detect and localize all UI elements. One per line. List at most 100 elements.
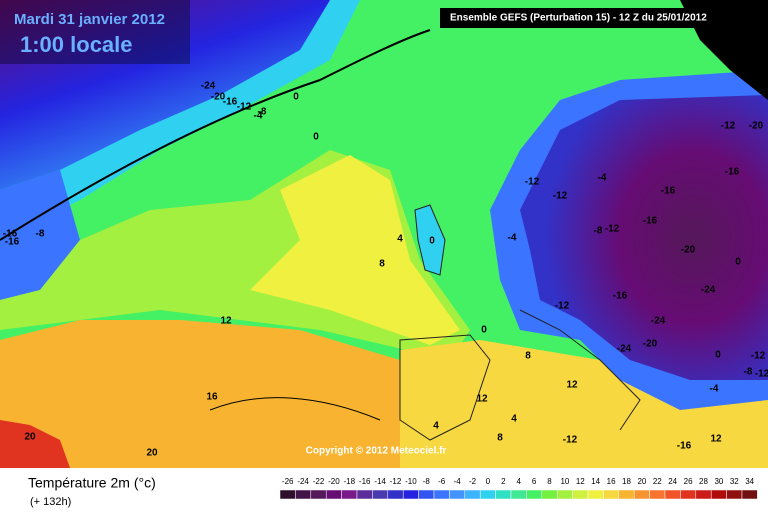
contour-label: -12 [555, 301, 570, 312]
scale-swatch [495, 489, 512, 500]
scale-swatch [556, 489, 573, 500]
scale-label: -2 [469, 477, 477, 486]
scale-label: 16 [607, 477, 616, 486]
time-label: 1:00 locale [20, 32, 133, 57]
scale-label: -18 [344, 477, 356, 486]
contour-label: -16 [613, 291, 628, 302]
scale-label: 12 [576, 477, 585, 486]
contour-label: 4 [433, 421, 439, 432]
contour-label: -16 [223, 97, 238, 108]
contour-label: -16 [725, 167, 740, 178]
contour-label: 0 [715, 350, 721, 361]
scale-swatch [372, 489, 389, 500]
scale-label: 34 [745, 477, 754, 486]
scale-swatch [356, 489, 373, 500]
contour-label: -12 [755, 369, 768, 380]
scale-label: 6 [532, 477, 537, 486]
coastline [519, 309, 641, 431]
scale-label: -26 [282, 477, 294, 486]
scale-swatch [633, 489, 650, 500]
scale-label: 26 [684, 477, 693, 486]
contour-label: -20 [211, 92, 226, 103]
scale-swatch [341, 489, 358, 500]
scale-swatch [726, 489, 743, 500]
scale-swatch [680, 489, 697, 500]
contour-label: -24 [617, 344, 632, 355]
scale-swatch [402, 489, 419, 500]
scale-label: -4 [454, 477, 462, 486]
contour-label: 8 [525, 351, 531, 362]
contour-label: 12 [220, 316, 232, 327]
contour-label: -16 [3, 229, 18, 240]
contour-label: 8 [379, 259, 385, 270]
scale-label: 4 [516, 477, 521, 486]
warm-zone [0, 320, 440, 468]
contour-label: -4 [254, 111, 263, 122]
scale-label: 14 [591, 477, 600, 486]
scale-label: 24 [668, 477, 677, 486]
title-backdrop [0, 0, 190, 64]
mediterranean-zone [400, 340, 768, 468]
model-backdrop [440, 8, 768, 28]
contour-label: -8 [744, 367, 753, 378]
scale-swatch [418, 489, 435, 500]
contour-label: 0 [735, 257, 741, 268]
contour-label: -4 [710, 384, 719, 395]
legend-title: Température 2m (°c) [28, 475, 156, 491]
scale-swatch [510, 489, 527, 500]
contour-label: -24 [651, 316, 666, 327]
iberia-outline [399, 334, 491, 441]
cold-zone [0, 0, 330, 190]
contour-label: -4 [598, 173, 607, 184]
scale-swatch [479, 489, 496, 500]
hot-zone [0, 420, 70, 468]
scale-label: -22 [313, 477, 325, 486]
map [0, 0, 768, 468]
contour-label: -4 [508, 233, 517, 244]
scale-label: -8 [423, 477, 431, 486]
scale-swatch [572, 489, 589, 500]
scale-swatch [741, 489, 758, 500]
contour-label: 0 [429, 236, 435, 247]
scale-label: 18 [622, 477, 631, 486]
scale-swatch [325, 489, 342, 500]
contour-label: -12 [605, 224, 620, 235]
contour-label: 12 [566, 380, 578, 391]
isotherm-zero [0, 29, 431, 241]
scale-swatch [526, 489, 543, 500]
scale-swatch [587, 489, 604, 500]
scale-label: -6 [438, 477, 446, 486]
model-label: Ensemble GEFS (Perturbation 15) - 12 Z d… [450, 13, 707, 24]
contour-label: -20 [681, 245, 696, 256]
scale-swatch [603, 489, 620, 500]
contour-label: 0 [293, 92, 299, 103]
scale-label: 10 [560, 477, 569, 486]
contour-label: 16 [206, 392, 218, 403]
contour-label: 0 [313, 132, 319, 143]
contour-label: -8 [594, 226, 603, 237]
scale-swatch [295, 489, 312, 500]
contour-label: -12 [563, 435, 578, 446]
date-label: Mardi 31 janvier 2012 [14, 11, 165, 28]
scale-label: -14 [374, 477, 386, 486]
scale-swatch [387, 489, 404, 500]
continental-deep-cold [520, 95, 768, 380]
scale-swatch [695, 489, 712, 500]
contour-label: -16 [5, 237, 20, 248]
scale-label: 20 [637, 477, 646, 486]
contour-label: 12 [476, 394, 488, 405]
contour-label: -12 [553, 191, 568, 202]
contour-label: 20 [146, 448, 158, 459]
contour-label: -8 [258, 107, 267, 118]
contour-label: -24 [201, 81, 216, 92]
isotherm-sixteen [209, 397, 381, 421]
contour-label: 4 [397, 234, 403, 245]
scale-swatch [433, 489, 450, 500]
scale-label: -10 [405, 477, 417, 486]
scale-swatch [541, 489, 558, 500]
lead-time: (+ 132h) [30, 496, 71, 508]
contour-label: -16 [643, 216, 658, 227]
scale-swatch [449, 489, 466, 500]
